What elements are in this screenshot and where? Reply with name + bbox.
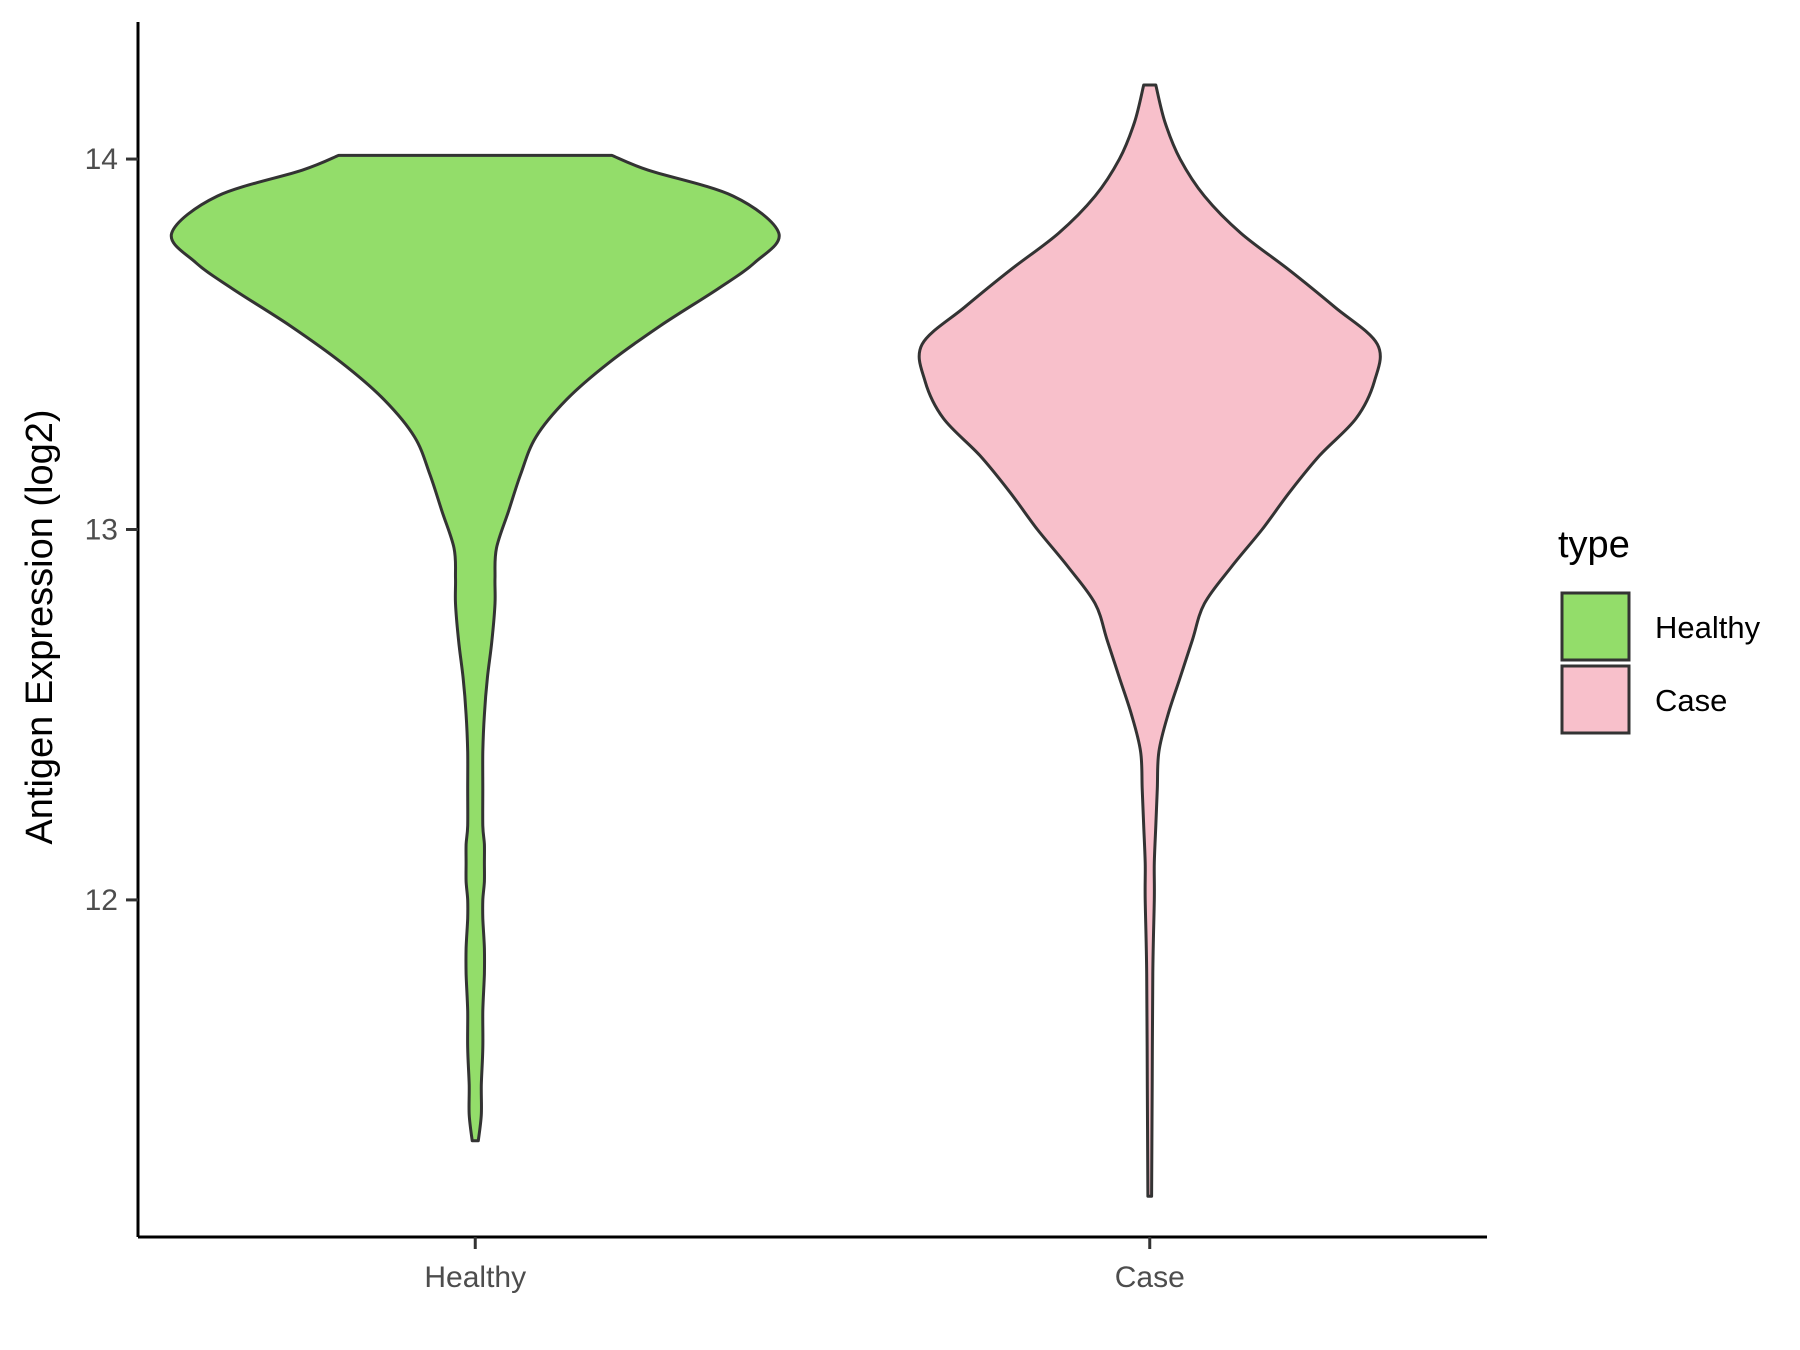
- violin-healthy: [169, 153, 781, 1143]
- y-tick-label: 13: [85, 513, 118, 546]
- violin-case: [917, 83, 1382, 1198]
- axes: 12 13 14 Healthy Case: [85, 22, 1487, 1294]
- y-axis-title: Antigen Expression (log2): [19, 409, 61, 844]
- y-tick-label: 12: [85, 884, 118, 917]
- legend-key-healthy: [1560, 591, 1631, 662]
- legend-label-healthy: Healthy: [1655, 610, 1761, 645]
- x-tick-label: Case: [1115, 1261, 1185, 1294]
- legend-key-case: [1560, 664, 1631, 735]
- legend: type Healthy Case: [1558, 524, 1761, 735]
- y-tick-label: 14: [85, 143, 118, 176]
- legend-label-case: Case: [1655, 683, 1727, 718]
- legend-title: type: [1558, 524, 1630, 566]
- violin-layer: [169, 83, 1382, 1198]
- x-tick-label: Healthy: [424, 1261, 526, 1294]
